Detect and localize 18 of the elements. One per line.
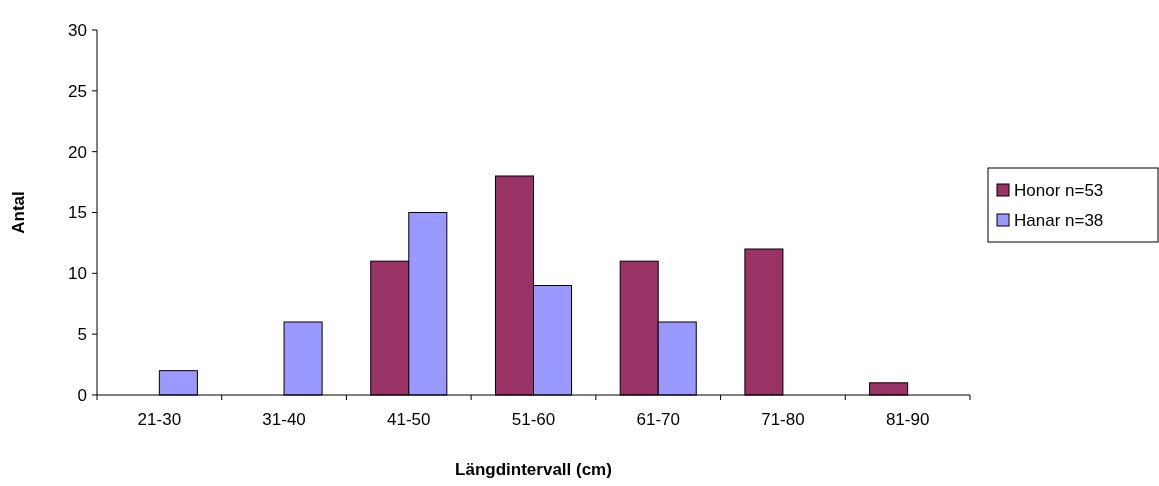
x-tick-label: 41-50 [387,410,431,429]
x-tick-label: 21-30 [137,410,182,429]
x-tick-label: 81-90 [885,410,930,429]
y-tick-label: 10 [68,264,87,284]
y-tick-label: 15 [68,203,87,223]
y-tick-label: 30 [68,20,87,40]
x-tick-label: 71-80 [761,410,805,429]
y-tick-label: 20 [68,142,87,162]
x-tick-label: 31-40 [262,410,306,429]
y-tick-label: 0 [77,385,87,405]
legend-label: Hanar n=38 [1014,210,1104,230]
y-tick-label: 5 [77,325,87,345]
legend-label: Honor n=53 [1014,180,1104,200]
y-tick-label: 25 [68,81,87,101]
x-axis-title: Längdintervall (cm) [455,460,612,479]
y-axis-title: Antal [9,191,28,234]
x-tick-label: 61-70 [636,410,680,429]
x-tick-label: 51-60 [511,410,556,429]
